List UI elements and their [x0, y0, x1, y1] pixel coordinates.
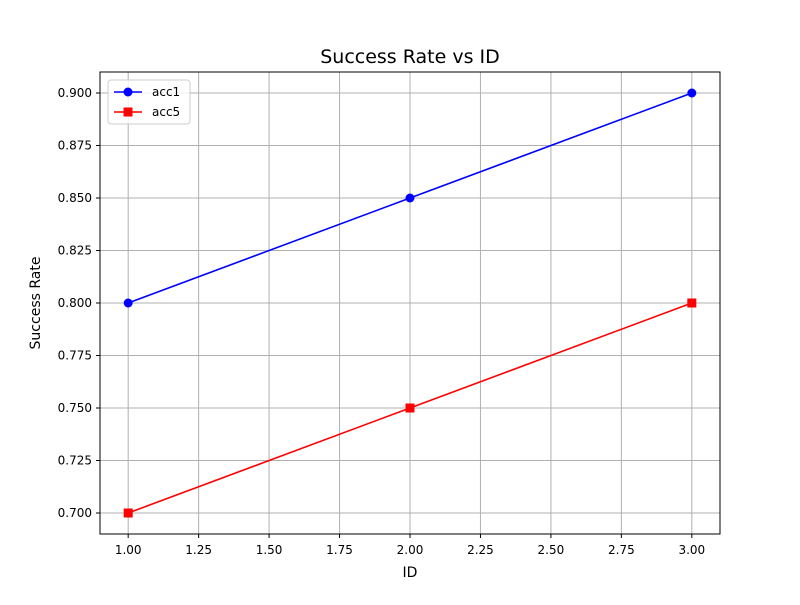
- x-tick-label: 2.00: [397, 543, 424, 557]
- data-point-acc1: [123, 298, 133, 308]
- x-tick-label: 2.50: [538, 543, 565, 557]
- y-axis-label: Success Rate: [28, 257, 44, 350]
- y-tick-label: 0.825: [58, 244, 92, 258]
- data-series: [123, 88, 697, 518]
- y-tick-label: 0.875: [58, 139, 92, 153]
- legend-item-acc5: acc5: [114, 105, 180, 119]
- legend-item-acc1: acc1: [114, 85, 180, 99]
- series-acc5: [123, 298, 697, 518]
- data-point-acc1: [405, 193, 415, 203]
- x-tick-label: 3.00: [678, 543, 705, 557]
- legend-marker-acc5: [123, 107, 133, 117]
- y-tick-label: 0.900: [58, 86, 92, 100]
- legend-label-acc5: acc5: [152, 105, 180, 119]
- x-tick-label: 1.00: [115, 543, 142, 557]
- x-tick-label: 2.25: [467, 543, 494, 557]
- axis-ticks: 1.00 1.25 1.50 1.75 2.00 2.25 2.50 2.75 3.00 0.70…: [58, 86, 706, 557]
- data-point-acc1: [687, 88, 697, 98]
- x-tick-label: 1.25: [185, 543, 212, 557]
- x-axis-label: ID: [403, 565, 418, 581]
- y-tick-label: 0.775: [58, 349, 92, 363]
- legend: acc1 acc5: [107, 79, 191, 125]
- y-tick-label: 0.800: [58, 296, 92, 310]
- y-tick-label: 0.700: [58, 506, 92, 520]
- grid: [100, 72, 720, 534]
- data-point-acc5: [123, 508, 133, 518]
- data-point-acc5: [687, 298, 697, 308]
- legend-marker-acc1: [123, 87, 133, 97]
- x-tick-label: 2.75: [608, 543, 635, 557]
- y-tick-label: 0.725: [58, 454, 92, 468]
- legend-label-acc1: acc1: [152, 85, 180, 99]
- chart-title: Success Rate vs ID: [320, 46, 500, 68]
- y-tick-label: 0.750: [58, 401, 92, 415]
- y-tick-label: 0.850: [58, 191, 92, 205]
- x-tick-label: 1.75: [326, 543, 353, 557]
- x-tick-label: 1.50: [256, 543, 283, 557]
- data-point-acc5: [405, 403, 415, 413]
- plot-area-frame: [99, 71, 721, 535]
- series-acc1: [123, 88, 697, 308]
